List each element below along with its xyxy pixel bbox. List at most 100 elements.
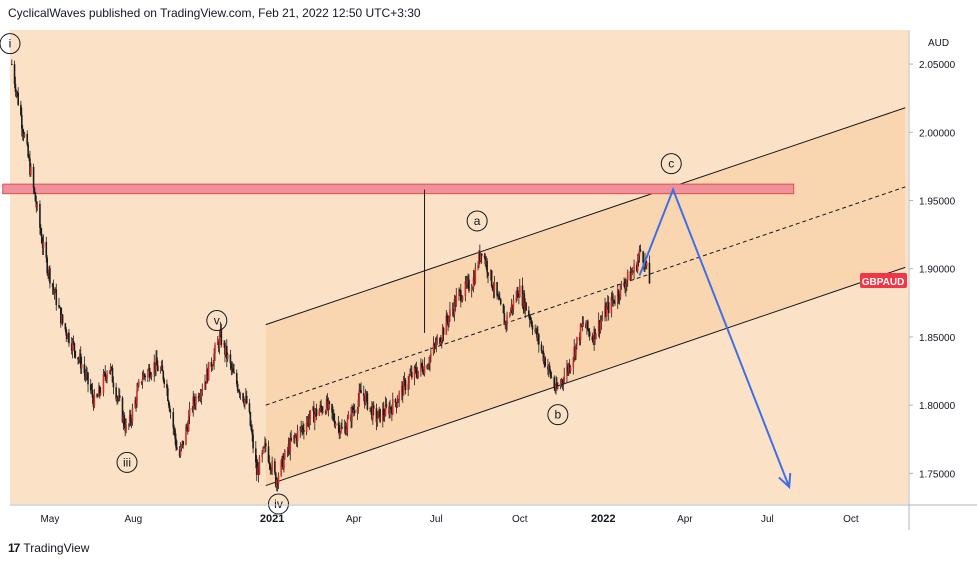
candle-body — [271, 461, 273, 471]
candle-body — [68, 332, 70, 344]
candle-body — [112, 382, 115, 388]
candle-body — [518, 285, 521, 297]
candle-body — [331, 404, 333, 413]
candle-body — [294, 435, 296, 437]
candle-body — [230, 363, 233, 369]
candle-body — [403, 379, 406, 381]
candle-body — [594, 328, 596, 339]
candle-body — [86, 372, 88, 374]
candle-body — [357, 399, 360, 410]
candle-body — [585, 323, 587, 329]
candle-body — [195, 396, 197, 406]
candle-body — [363, 395, 366, 404]
candle-body — [435, 340, 438, 347]
candle-body — [327, 401, 330, 409]
candle-body — [104, 372, 107, 377]
candle-body — [388, 406, 390, 415]
candle-body — [20, 115, 23, 129]
candle-body — [67, 332, 69, 339]
candle-body — [626, 271, 629, 281]
candle-body — [326, 399, 329, 409]
candle-body — [198, 397, 201, 400]
candle-body — [413, 366, 416, 378]
candle-body — [236, 383, 239, 391]
channel-lower-line — [265, 266, 906, 487]
candle-body — [499, 299, 502, 305]
candle-body — [346, 418, 349, 429]
candle-body — [52, 286, 55, 290]
candle-body — [274, 472, 277, 487]
candle-body — [433, 344, 436, 346]
candle-body — [465, 281, 468, 285]
candle-body — [51, 283, 54, 287]
candle-body — [41, 243, 44, 248]
candle-body — [54, 289, 57, 294]
candle-body — [483, 255, 486, 257]
candle-body — [395, 402, 398, 407]
candle-body — [34, 192, 37, 202]
candle-body — [283, 458, 285, 470]
candle-body — [80, 364, 83, 369]
candle-body — [118, 395, 120, 399]
candle-body — [255, 448, 257, 463]
candle-body — [49, 268, 51, 284]
candle-body — [269, 464, 272, 470]
time-axis[interactable]: May Aug 2021 Apr Jul Oct 2022 Apr Jul Oct — [40, 513, 858, 525]
candle-body — [176, 447, 178, 450]
candle-body — [220, 329, 223, 345]
candle-body — [632, 271, 634, 273]
candle-body — [525, 302, 527, 311]
candle-body — [575, 343, 577, 356]
candle-body — [553, 377, 556, 389]
candle-body — [244, 399, 246, 405]
candle-body — [333, 413, 335, 421]
candle-body — [282, 456, 284, 470]
candle-body — [334, 423, 337, 426]
price-tick-label: 1.75000 — [919, 469, 956, 480]
candle-body — [408, 375, 410, 384]
candle-body — [468, 279, 470, 291]
candle-body — [160, 365, 163, 370]
candle-body — [548, 365, 551, 371]
candle-body — [325, 399, 328, 413]
candle-body — [574, 347, 576, 356]
candle-body — [382, 408, 385, 416]
candle-body — [382, 408, 384, 422]
candle-body — [47, 273, 49, 274]
candle-body — [611, 296, 614, 301]
candle-body — [451, 308, 454, 310]
candle-body — [294, 435, 297, 437]
price-axis[interactable]: 2.05000 2.00000 1.95000 1.90000 1.85000 1.800… — [909, 60, 956, 480]
candle-body — [550, 376, 553, 378]
candle-body — [531, 325, 534, 330]
candle-body — [45, 241, 48, 258]
wave-label-c: c — [668, 157, 674, 171]
candle-body — [485, 260, 488, 265]
candle-body — [321, 407, 323, 413]
wave-label-a-circle — [466, 210, 488, 232]
candle-body — [134, 399, 136, 408]
candle-body — [428, 363, 430, 366]
candle-body — [161, 365, 164, 372]
candle-body — [264, 443, 267, 447]
candle-body — [250, 425, 253, 431]
candle-body — [351, 407, 353, 422]
wave-label-v-circle — [206, 310, 228, 332]
candle-body — [70, 343, 73, 351]
candle-body — [614, 302, 616, 304]
price-tick-label: 1.85000 — [919, 333, 956, 344]
candle-body — [559, 383, 562, 387]
candle-body — [441, 328, 444, 340]
candle-body — [401, 385, 403, 393]
candle-body — [339, 432, 341, 435]
candle-body — [642, 251, 644, 263]
candle-body — [556, 383, 558, 389]
candle-body — [300, 427, 302, 430]
candle-body — [313, 407, 315, 423]
candle-body — [436, 338, 439, 341]
candle-body — [263, 446, 265, 448]
channel-layer — [265, 107, 906, 487]
candle-body — [638, 249, 641, 256]
candle-body — [324, 411, 327, 413]
